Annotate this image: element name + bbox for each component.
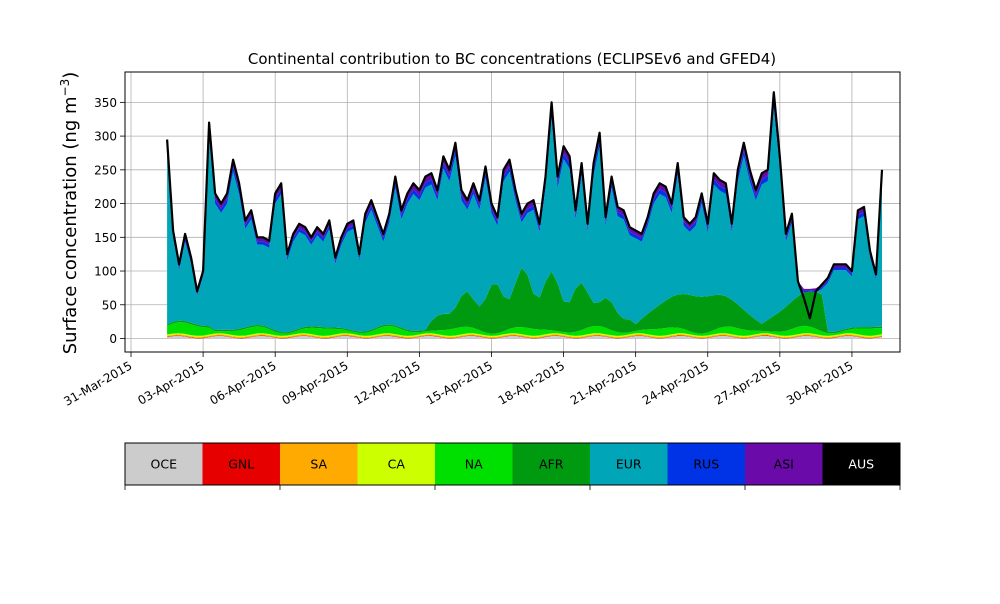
area-afr [167,267,883,334]
plot-frame [124,71,901,353]
colorbar-swatch-na [435,443,513,485]
y-tick-label: 100 [94,265,117,279]
colorbar-swatch-gnl [202,443,280,485]
colorbar-swatch-sa [280,443,358,485]
colorbar-label: GNL [228,457,254,472]
x-tick-label: 24-Apr-2015 [640,358,711,407]
area-aus [166,91,884,320]
y-tick-label: 0 [109,332,117,346]
area-ca [167,333,883,338]
colorbar-swatch-eur [590,443,668,485]
area-series-group [166,91,884,339]
colorbar-swatch-rus [667,443,745,485]
colorbar-swatch-afr [512,443,590,485]
y-axis-label: Surface concentration (ng m−3) [58,72,81,355]
x-tick-label: 18-Apr-2015 [496,358,567,407]
colorbar-label: RUS [693,457,719,472]
x-tick-label: 15-Apr-2015 [424,358,495,407]
area-eur [167,108,883,333]
y-axis-label-sup: −3 [58,79,72,97]
y-axis-label-close: ) [60,72,81,79]
y-tick-label: 150 [94,231,117,245]
area-na [167,322,883,336]
x-tick-label: 12-Apr-2015 [352,358,423,407]
colorbar-label: NA [465,457,483,472]
x-tick-label: 31-Mar-2015 [61,358,134,408]
y-tick-label: 350 [94,96,117,110]
y-tick-label: 50 [102,298,117,312]
y-tick-label: 200 [94,197,117,211]
colorbar-swatch-aus [822,443,900,485]
y-axis-label-main: Surface concentration (ng m [60,96,81,354]
chart-title: Continental contribution to BC concentra… [248,50,776,68]
x-tick-label: 06-Apr-2015 [207,358,278,407]
colorbar-label: ASI [774,457,794,472]
x-tick-label: 27-Apr-2015 [712,358,783,407]
x-tick-label: 09-Apr-2015 [280,358,351,407]
colorbar-legend: OCE GNL SA CA NA AFR EUR RUS ASI AUS [124,442,901,490]
colorbar-label: CA [388,457,406,472]
colorbar-swatch-asi [745,443,823,485]
colorbar-swatch-oce [125,443,203,485]
x-tick-label: 30-Apr-2015 [784,358,855,407]
colorbar-label: EUR [616,457,642,472]
colorbar-label: AUS [848,457,874,472]
x-tick-label: 03-Apr-2015 [135,358,206,407]
colorbar-frame [124,442,901,486]
x-tick-label: 21-Apr-2015 [568,358,639,407]
y-tick-label: 250 [94,163,117,177]
area-gnl [167,335,883,339]
area-sa [167,334,883,339]
colorbar-swatch-ca [357,443,435,485]
y-tick-label: 300 [94,130,117,144]
colorbar-label: SA [310,457,327,472]
colorbar-label: OCE [151,457,178,472]
colorbar-label: AFR [539,457,564,472]
area-oce [167,335,883,339]
